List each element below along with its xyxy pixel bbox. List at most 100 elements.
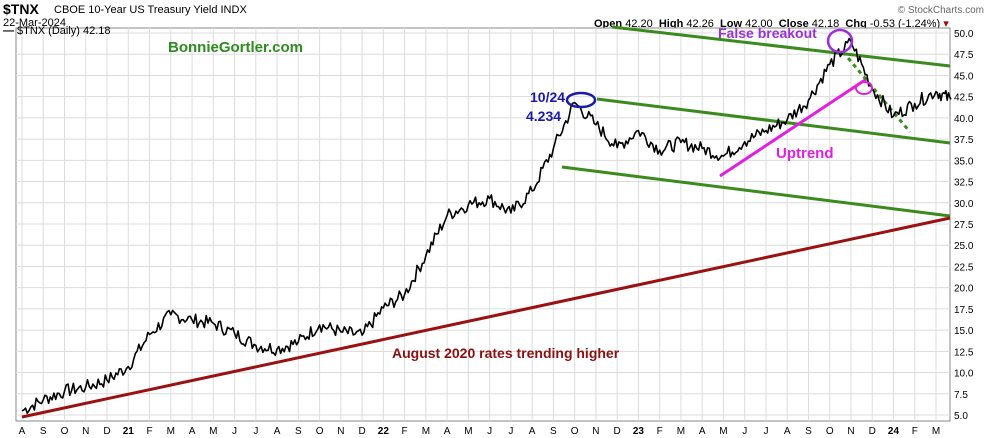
ticker-symbol: $TNX: [3, 1, 39, 17]
breakdown-dotted-line: [841, 51, 912, 133]
long-term-support-line: [21, 216, 951, 419]
x-tick-label: A: [699, 426, 706, 437]
uptrend-line: [719, 76, 869, 178]
y-axis: 5.0 7.5 10.0 12.5 15.0 17.5 20.0 22.5 25.0 27.5 30…: [954, 29, 974, 422]
low-label: Low: [720, 18, 743, 30]
y-tick-label: 37.5: [954, 135, 974, 146]
grid: [16, 28, 950, 421]
annotation-watermark-site: BonnieGortler.com: [168, 39, 303, 56]
y-tick-label: 10.0: [954, 369, 974, 380]
y-tick-label: 47.5: [954, 50, 974, 61]
y-tick-label: 35.0: [954, 156, 974, 167]
x-tick-label: A: [784, 426, 791, 437]
x-tick-label: O: [826, 426, 834, 437]
chg-label: Chg: [845, 18, 867, 30]
x-tick-label: O: [571, 426, 579, 437]
oct-peak-circle: [565, 91, 597, 109]
x-tick-label: A: [274, 426, 281, 437]
x-tick-label: J: [253, 426, 258, 437]
y-tick-label: 42.5: [954, 93, 974, 104]
x-tick-label: S: [295, 426, 302, 437]
x-tick-label: S: [550, 426, 557, 437]
y-tick-label: 5.0: [954, 411, 968, 422]
high-label: High: [658, 18, 684, 30]
middle-channel-line: [596, 97, 951, 145]
x-tick-label: 23: [633, 426, 645, 437]
annotation-peak-date: 10/24: [530, 89, 565, 105]
lower-channel-line: [561, 165, 951, 218]
x-tick-label: A: [189, 426, 196, 437]
x-tick-label: D: [358, 426, 365, 437]
x-tick-label: N: [337, 426, 344, 437]
annotation-uptrend: Uptrend: [776, 145, 834, 162]
open-value: 42.20: [625, 18, 653, 30]
x-tick-label: O: [61, 426, 69, 437]
x-tick-label: 21: [123, 426, 135, 437]
x-tick-label: 24: [888, 426, 900, 437]
x-tick-label: F: [402, 426, 408, 437]
close-label: Close: [778, 18, 809, 30]
chg-value: -0.53 (-1.24%): [869, 18, 941, 30]
x-tick-label: F: [657, 426, 663, 437]
x-axis: A S O N D 21 F M A M J J A S O N D 22 F M A M J J A S O N D 23 F M A M J J A…: [19, 426, 941, 437]
x-tick-label: F: [146, 426, 152, 437]
x-tick-label: 22: [378, 426, 390, 437]
y-tick-label: 25.0: [954, 241, 974, 252]
x-tick-label: M: [719, 426, 727, 437]
yield-series: [21, 37, 952, 414]
annotation-peak-value: 4.234: [526, 108, 561, 124]
watermark: © StockCharts.com: [897, 5, 984, 16]
x-tick-label: F: [912, 426, 918, 437]
y-tick-label: 30.0: [954, 199, 974, 210]
x-tick-label: M: [209, 426, 217, 437]
chg-down-icon: ▾: [943, 18, 949, 30]
ohlc-readout: Open 42.20 High 42.26 Low 42.00 Close 42…: [594, 17, 949, 30]
retest-circle: [855, 81, 873, 95]
y-tick-label: 17.5: [954, 305, 974, 316]
x-tick-label: J: [232, 426, 237, 437]
y-tick-label: 32.5: [954, 178, 974, 189]
y-tick-label: 22.5: [954, 262, 974, 273]
y-tick-label: 40.0: [954, 114, 974, 125]
y-tick-label: 45.0: [954, 71, 974, 82]
legend-label: — $TNX (Daily) 42.18: [3, 25, 111, 37]
x-tick-label: N: [82, 426, 89, 437]
x-tick-label: J: [763, 426, 768, 437]
y-tick-label: 12.5: [954, 347, 974, 358]
x-tick-label: M: [932, 426, 940, 437]
y-tick-label: 7.5: [954, 390, 968, 401]
ticker-description: CBOE 10-Year US Treasury Yield INDX: [54, 4, 247, 16]
x-tick-label: D: [869, 426, 876, 437]
y-tick-label: 27.5: [954, 220, 974, 231]
x-tick-label: A: [529, 426, 536, 437]
x-tick-label: S: [805, 426, 812, 437]
x-tick-label: J: [508, 426, 513, 437]
high-value: 42.26: [686, 18, 714, 30]
x-tick-label: M: [677, 426, 685, 437]
x-tick-label: M: [167, 426, 175, 437]
false-breakout-circle: [826, 28, 854, 54]
x-tick-label: D: [103, 426, 110, 437]
y-tick-label: 20.0: [954, 284, 974, 295]
low-value: 42.00: [745, 18, 773, 30]
y-tick-label: 50.0: [954, 29, 974, 40]
x-tick-label: M: [464, 426, 472, 437]
close-value: 42.18: [811, 18, 840, 30]
upper-channel-line: [611, 25, 951, 68]
x-tick-label: N: [592, 426, 599, 437]
annotation-false-breakout: False breakout: [718, 25, 817, 41]
x-tick-label: O: [316, 426, 324, 437]
x-tick-label: J: [487, 426, 492, 437]
y-tick-label: 15.0: [954, 326, 974, 337]
x-tick-label: J: [742, 426, 747, 437]
x-tick-label: A: [19, 426, 26, 437]
annotation-long-trend: August 2020 rates trending higher: [392, 345, 620, 361]
chart-date: 22-Mar-2024: [3, 17, 66, 29]
x-tick-label: S: [40, 426, 47, 437]
series-line: [21, 37, 952, 414]
x-tick-label: A: [444, 426, 451, 437]
x-tick-label: D: [614, 426, 621, 437]
x-tick-label: N: [847, 426, 854, 437]
x-tick-label: M: [422, 426, 430, 437]
